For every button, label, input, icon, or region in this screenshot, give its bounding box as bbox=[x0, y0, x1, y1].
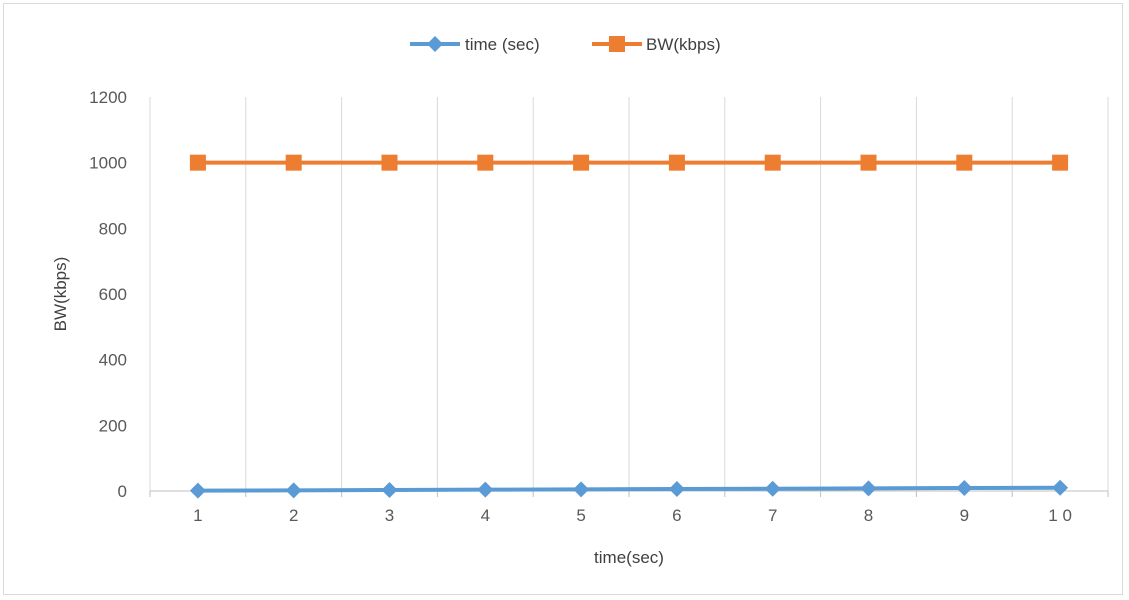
data-point bbox=[668, 481, 685, 498]
data-point bbox=[573, 154, 590, 171]
x-tick-label: 9 bbox=[960, 506, 969, 525]
legend: time (sec) BW(kbps) bbox=[410, 35, 721, 54]
data-point bbox=[573, 481, 590, 498]
data-point bbox=[1052, 154, 1069, 171]
data-point bbox=[285, 154, 302, 171]
data-point bbox=[956, 480, 973, 497]
legend-marker bbox=[427, 36, 443, 52]
x-tick-label: 1 0 bbox=[1048, 506, 1072, 525]
series-bw-kbps bbox=[189, 154, 1069, 171]
x-tick-label: 8 bbox=[864, 506, 873, 525]
y-tick-label: 200 bbox=[99, 416, 127, 435]
y-tick-label: 600 bbox=[99, 285, 127, 304]
legend-item: time (sec) bbox=[410, 35, 540, 54]
data-point bbox=[477, 154, 494, 171]
data-point bbox=[477, 481, 494, 498]
legend-marker bbox=[609, 36, 625, 52]
legend-label: BW(kbps) bbox=[646, 35, 721, 54]
x-tick-label: 5 bbox=[576, 506, 585, 525]
series-time-sec bbox=[189, 479, 1069, 499]
series-group bbox=[189, 154, 1069, 499]
x-tick-label: 7 bbox=[768, 506, 777, 525]
data-point bbox=[860, 154, 877, 171]
y-tick-label: 800 bbox=[99, 219, 127, 238]
data-point bbox=[189, 482, 206, 499]
series-line bbox=[197, 485, 1061, 493]
y-tick-label: 400 bbox=[99, 351, 127, 370]
data-point bbox=[1052, 479, 1069, 496]
data-point bbox=[764, 154, 781, 171]
y-axis-title: BW(kbps) bbox=[51, 257, 70, 332]
data-point bbox=[764, 480, 781, 497]
y-tick-label: 1000 bbox=[89, 154, 127, 173]
x-tick-label: 4 bbox=[481, 506, 490, 525]
x-tick-label: 3 bbox=[385, 506, 394, 525]
y-tick-label: 0 bbox=[118, 482, 127, 501]
data-point bbox=[381, 154, 398, 171]
data-point bbox=[860, 480, 877, 497]
x-tick-label: 2 bbox=[289, 506, 298, 525]
legend-item: BW(kbps) bbox=[592, 35, 721, 54]
chart-frame bbox=[3, 3, 1123, 595]
data-point bbox=[285, 482, 302, 499]
data-point bbox=[668, 154, 685, 171]
legend-label: time (sec) bbox=[465, 35, 540, 54]
data-point bbox=[956, 154, 973, 171]
y-tick-label: 1200 bbox=[89, 88, 127, 107]
x-axis-title: time(sec) bbox=[594, 548, 664, 567]
data-point bbox=[381, 482, 398, 499]
data-point bbox=[189, 154, 206, 171]
x-tick-label: 1 bbox=[193, 506, 202, 525]
x-tick-label: 6 bbox=[672, 506, 681, 525]
